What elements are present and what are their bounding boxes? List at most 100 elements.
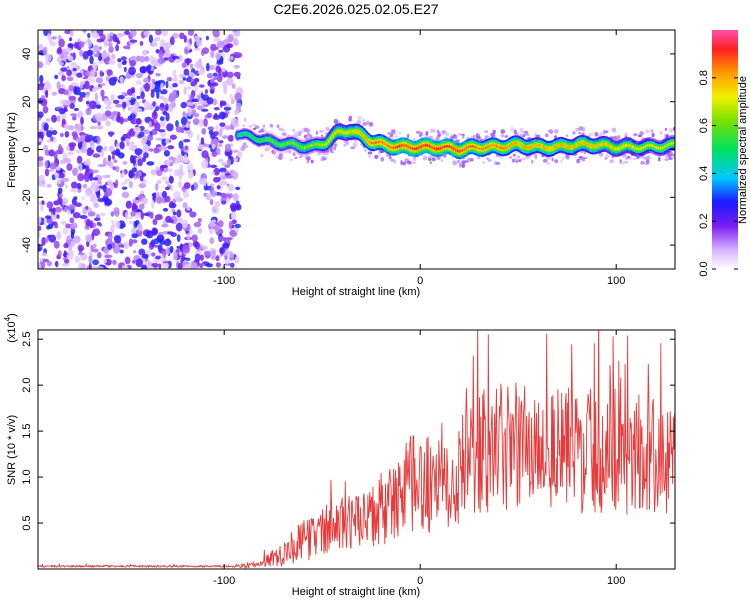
ridge-cell xyxy=(396,145,399,149)
ridge-cell xyxy=(237,133,239,137)
noise-blob xyxy=(183,68,190,76)
noise-blob xyxy=(89,125,97,130)
ridge-cell xyxy=(575,143,578,147)
ridge-cell xyxy=(618,146,621,150)
ridge-cell xyxy=(672,141,675,145)
noise-blob xyxy=(175,120,179,128)
x-tick-label: -100 xyxy=(213,575,235,587)
noise-blob xyxy=(128,171,136,178)
noise-blob xyxy=(183,86,187,95)
noise-blob xyxy=(88,100,97,110)
ridge-cell xyxy=(303,146,306,150)
noise-blob xyxy=(165,186,170,191)
halo-dot xyxy=(576,158,581,164)
noise-blob xyxy=(75,149,82,154)
halo-dot xyxy=(387,131,391,136)
halo-dot xyxy=(413,156,416,160)
spectrogram-x-ticks: -100 0 100 xyxy=(213,30,625,287)
noise-blob xyxy=(154,122,161,131)
ridge-cell xyxy=(390,145,392,149)
halo-dot xyxy=(315,130,318,136)
noise-blob xyxy=(212,30,220,37)
noise-blob xyxy=(226,77,234,86)
halo-dot xyxy=(251,123,257,127)
ridge-cell xyxy=(267,137,269,141)
noise-blob xyxy=(161,190,167,198)
ridge-cell xyxy=(562,143,565,147)
noise-blob xyxy=(210,79,215,84)
noise-blob xyxy=(67,151,74,156)
halo-dot xyxy=(645,129,650,134)
noise-blob xyxy=(218,235,225,242)
noise-blob xyxy=(132,198,140,204)
noise-blob xyxy=(143,78,150,83)
noise-blob xyxy=(120,56,127,61)
noise-blob xyxy=(121,60,127,66)
ridge-cell xyxy=(318,143,321,147)
noise-blob xyxy=(54,150,63,155)
noise-blob xyxy=(112,259,117,265)
noise-blob xyxy=(210,249,216,258)
noise-blob xyxy=(109,133,113,137)
noise-blob xyxy=(236,204,242,211)
noise-blob xyxy=(215,262,221,268)
noise-blob xyxy=(61,75,66,82)
noise-blob xyxy=(157,58,166,64)
noise-blob xyxy=(73,235,81,244)
noise-blob xyxy=(45,118,51,122)
noise-blob xyxy=(74,202,82,207)
x-tick-label: 100 xyxy=(607,575,625,587)
noise-blob xyxy=(165,138,170,145)
noise-blob xyxy=(90,77,95,84)
noise-blob xyxy=(131,239,138,244)
noise-blob xyxy=(206,73,214,79)
noise-blob xyxy=(134,106,139,113)
ridge-cell xyxy=(497,145,500,149)
ridge-cell xyxy=(327,139,330,144)
noise-blob xyxy=(218,253,222,257)
noise-blob xyxy=(99,70,103,77)
halo-dot xyxy=(624,160,629,164)
noise-blob xyxy=(129,113,136,120)
noise-blob xyxy=(173,169,179,177)
noise-blob xyxy=(143,152,149,159)
noise-blob xyxy=(57,172,65,179)
noise-blob xyxy=(232,149,239,153)
halo-dot xyxy=(504,135,509,138)
snr-y-multiplier-close: ) xyxy=(6,313,18,317)
ridge-cell xyxy=(504,146,507,150)
noise-blob xyxy=(66,165,71,170)
ridge-cell xyxy=(515,141,517,145)
noise-blob xyxy=(154,244,159,248)
halo-dot xyxy=(368,121,374,127)
noise-blob xyxy=(38,215,42,225)
halo-dot xyxy=(450,136,455,140)
noise-blob xyxy=(197,227,203,234)
noise-blob xyxy=(186,207,191,211)
spectrogram-panel: -100 0 100 -40 -20 0 20 40 Height of straight … xyxy=(6,29,676,298)
halo-dot xyxy=(294,131,299,137)
colorbar-tick-label: 0.2 xyxy=(698,214,710,229)
noise-blob xyxy=(214,200,221,208)
halo-dot xyxy=(244,144,249,149)
noise-blob xyxy=(235,52,243,58)
ridge-cell xyxy=(582,141,584,145)
ridge-cell xyxy=(586,142,589,146)
snr-line-group xyxy=(38,330,675,569)
halo-dot xyxy=(633,133,638,137)
noise-blob xyxy=(141,135,148,144)
noise-blob xyxy=(112,111,119,115)
noise-blob xyxy=(92,153,101,158)
ridge-cell xyxy=(239,133,242,137)
noise-blob xyxy=(119,249,124,254)
halo-dot xyxy=(487,159,492,162)
noise-blob xyxy=(57,250,62,257)
noise-blob xyxy=(121,191,130,199)
x-tick-label: 0 xyxy=(417,575,423,587)
noise-blob xyxy=(123,30,130,35)
ridge-cell xyxy=(657,146,660,150)
ridge-cell xyxy=(387,144,390,148)
noise-blob xyxy=(149,55,154,61)
noise-blob xyxy=(139,55,145,63)
noise-blob xyxy=(154,80,161,86)
